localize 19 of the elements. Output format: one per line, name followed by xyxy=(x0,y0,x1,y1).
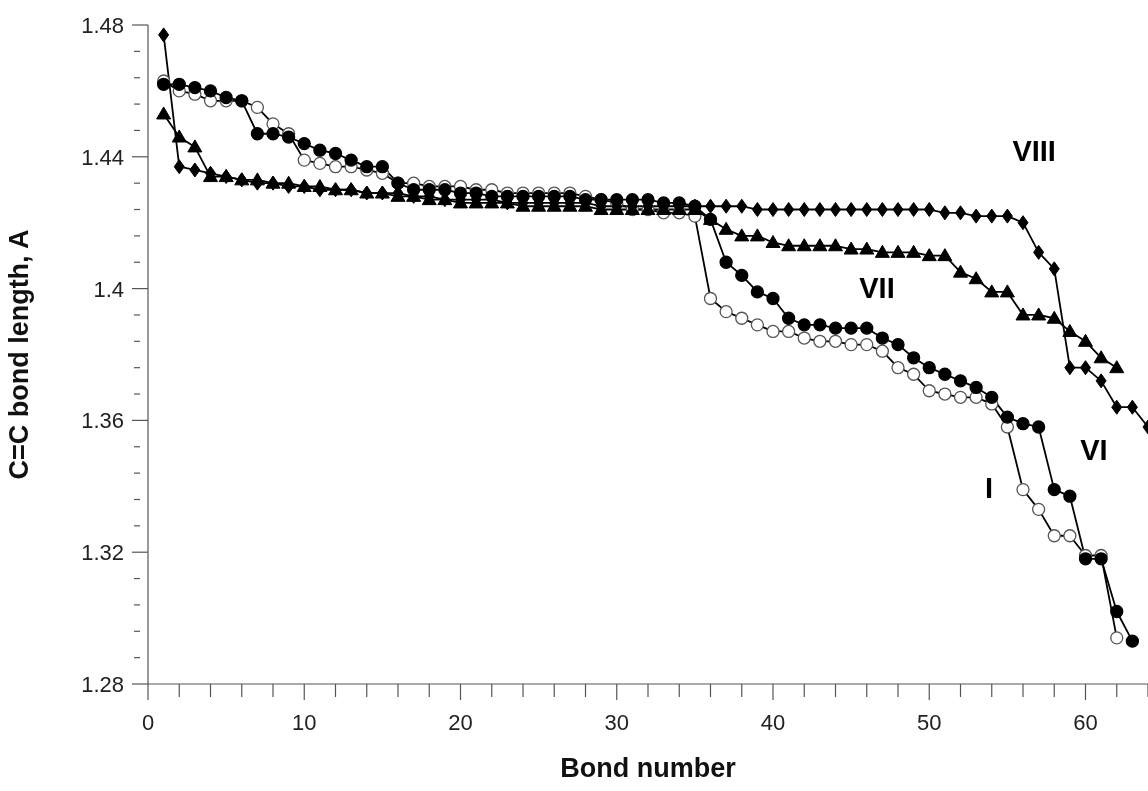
y-tick-label: 1.4 xyxy=(93,276,124,302)
y-tick-label: 1.48 xyxy=(81,13,124,38)
x-tick-label: 40 xyxy=(760,710,786,735)
x-tick-label: 20 xyxy=(448,710,473,735)
series-label: VI xyxy=(1080,433,1108,466)
x-tick-label: 30 xyxy=(604,710,629,735)
x-tick-label: 0 xyxy=(141,710,155,735)
x-tick-label: 50 xyxy=(917,710,942,735)
y-tick-label: 1.44 xyxy=(81,144,124,170)
y-tick-label: 1.36 xyxy=(81,408,124,434)
series-label: VIII xyxy=(1012,135,1056,168)
x-axis-title: Bond number xyxy=(560,753,737,783)
series-label: VII xyxy=(859,271,895,304)
series-label: I xyxy=(985,471,994,504)
y-tick-label: 1.32 xyxy=(81,540,124,566)
y-tick-label: 1.28 xyxy=(81,672,124,697)
y-axis-title: C=C bond length, A xyxy=(3,229,34,480)
x-tick-label: 10 xyxy=(292,710,317,735)
x-tick-label: 60 xyxy=(1073,710,1098,735)
